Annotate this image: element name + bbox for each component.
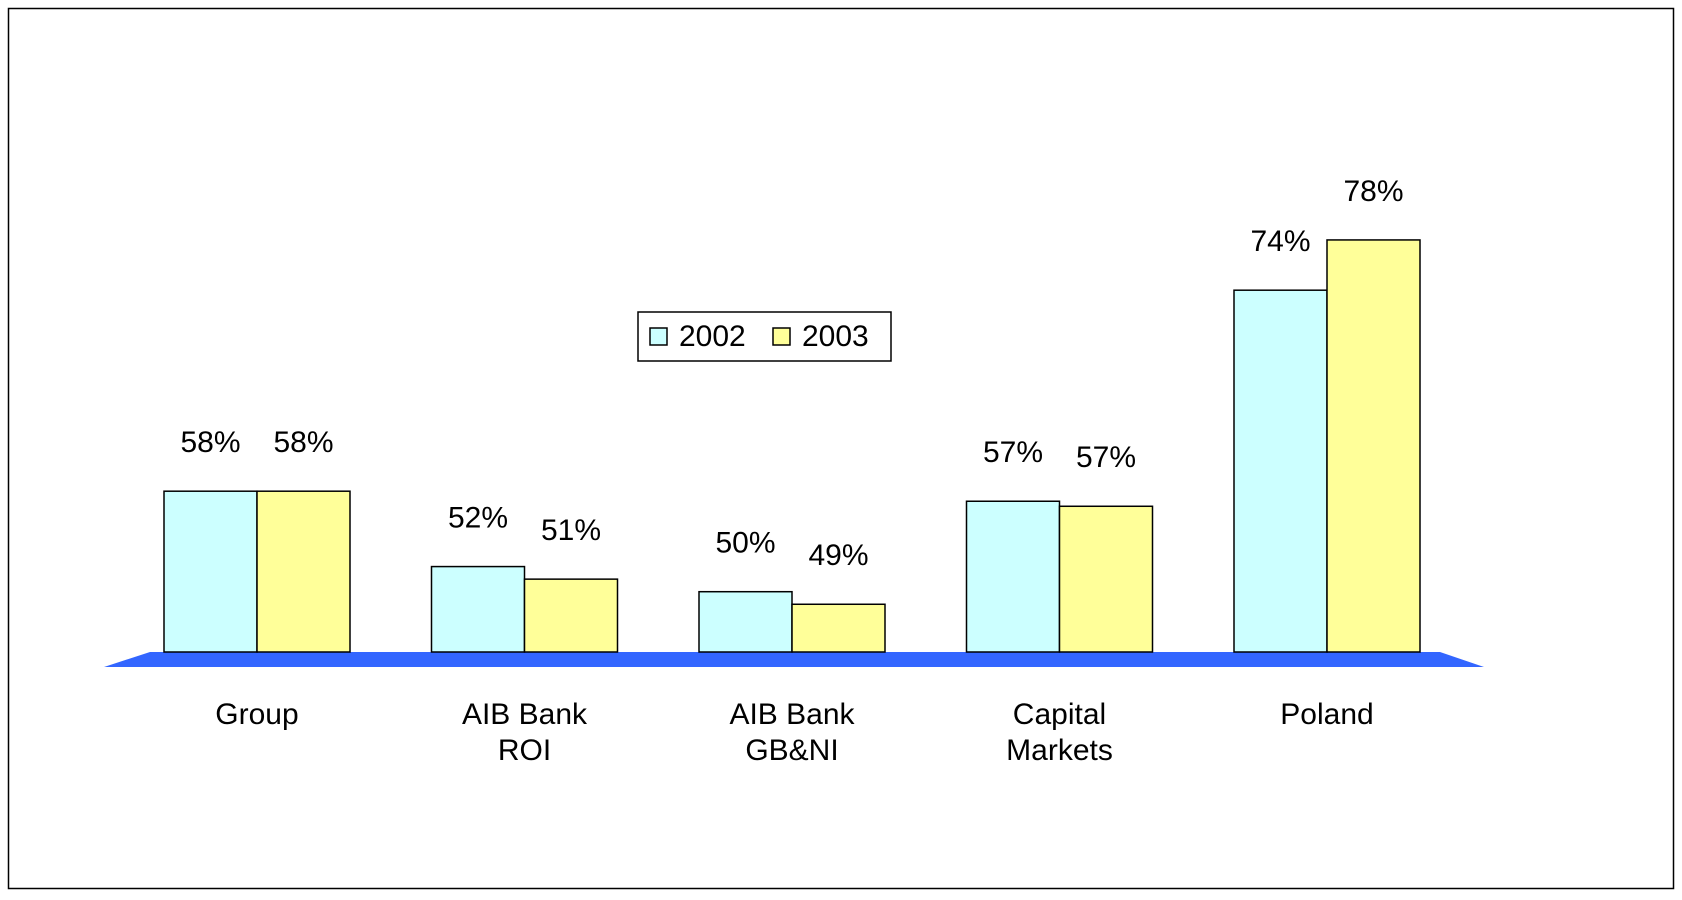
legend-label: 2003 (802, 320, 869, 353)
legend-label: 2002 (679, 320, 746, 353)
bar (1326, 239, 1421, 653)
bar (163, 490, 258, 653)
bar (791, 603, 886, 653)
data-label: 52% (448, 501, 508, 534)
data-label: 78% (1343, 175, 1403, 208)
data-label: 58% (273, 426, 333, 459)
bar (1233, 289, 1328, 653)
data-label: 57% (1076, 441, 1136, 474)
x-tick-label: Capital Markets (1006, 698, 1113, 767)
x-tick-label: Group (215, 698, 299, 731)
bar (256, 490, 351, 653)
bar (523, 578, 619, 653)
x-tick-label: AIB Bank GB&NI (729, 698, 855, 767)
legend-box (637, 311, 892, 362)
legend-swatch (649, 327, 668, 346)
data-label: 74% (1250, 225, 1310, 258)
bar (1058, 505, 1154, 653)
data-label: 50% (715, 527, 775, 560)
bar (698, 590, 793, 653)
data-label: 57% (983, 436, 1043, 469)
bar (965, 500, 1061, 653)
data-label: 49% (808, 539, 868, 572)
floor (104, 652, 1484, 667)
bar (430, 565, 526, 653)
legend-swatch (772, 327, 791, 346)
x-tick-label: Poland (1280, 698, 1374, 731)
x-tick-label: AIB Bank ROI (461, 698, 588, 767)
data-label: 58% (180, 426, 240, 459)
data-label: 51% (541, 514, 601, 547)
